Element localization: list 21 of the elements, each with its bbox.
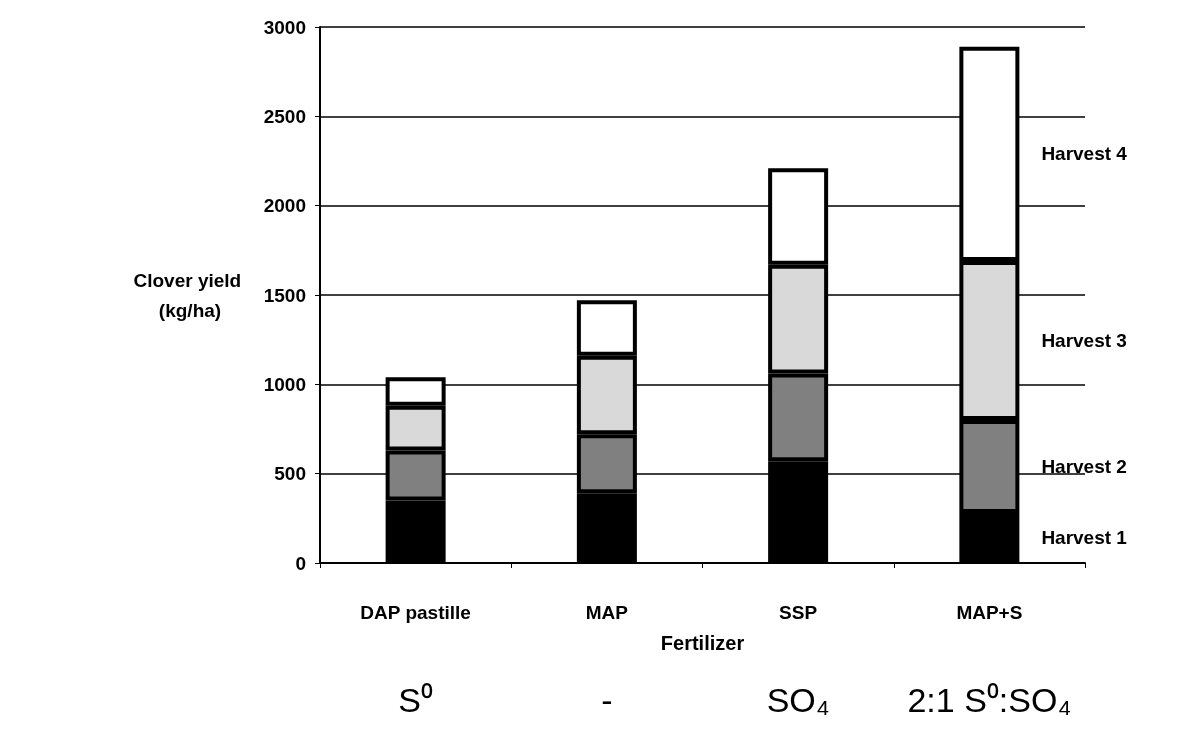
x-tick-label: SSP — [779, 602, 818, 623]
x-tick-label: DAP pastille — [360, 602, 471, 623]
series-label: Harvest 4 — [1041, 143, 1128, 165]
y-tick-label: 3000 — [263, 16, 306, 38]
x-tick-label: MAP — [585, 602, 629, 623]
series-label: Harvest 1 — [1041, 527, 1128, 549]
x-axis-title: Fertilizer — [660, 632, 745, 654]
series-label: Harvest 2 — [1041, 456, 1127, 478]
text: 2:1 S⁰:SO₄ — [907, 681, 1072, 719]
y-tick-label: 2000 — [263, 195, 306, 217]
y-tick-label: 1500 — [263, 284, 306, 306]
y-axis-title: Clover yield (kg/ha) — [133, 269, 247, 321]
text: SO₄ — [766, 681, 830, 719]
y-tick-label: 0 — [295, 552, 306, 574]
series-label: Harvest 3 — [1041, 330, 1127, 352]
text: - — [601, 681, 613, 719]
x-tick-label: MAP+S — [956, 602, 1023, 623]
y-tick-label: 1000 — [263, 373, 306, 395]
text: S⁰ — [398, 681, 433, 719]
y-tick-label: 2500 — [263, 105, 306, 127]
y-tick-label: 500 — [274, 463, 306, 485]
